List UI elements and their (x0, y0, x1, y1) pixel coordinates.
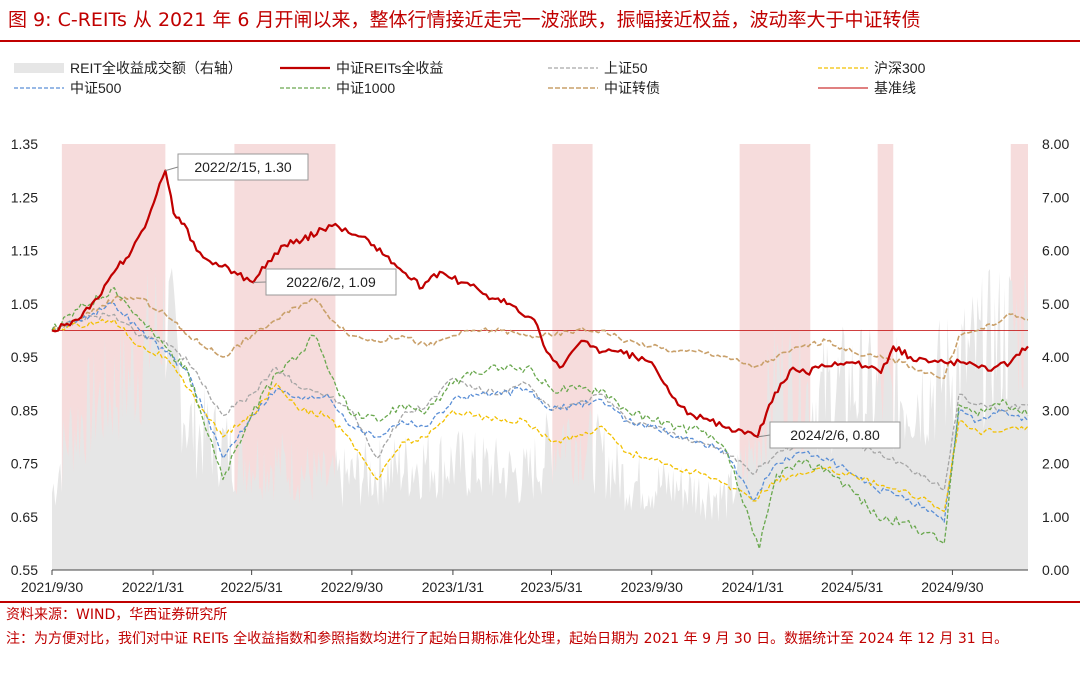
series-line (51, 287, 1029, 550)
annotation-label: 2022/6/2, 1.09 (286, 274, 376, 290)
y-tick-label: 0.85 (11, 402, 38, 418)
y-tick-label: 0.65 (11, 509, 38, 525)
source-text: 资料来源：WIND，华西证券研究所 (6, 607, 228, 623)
turnover-area (52, 267, 1028, 570)
x-tick-label: 2022/1/31 (122, 579, 184, 595)
x-tick-label: 2022/9/30 (321, 579, 383, 595)
series-lines (51, 169, 1029, 550)
y2-tick-label: 0.00 (1042, 562, 1069, 578)
annotation-label: 2024/2/6, 0.80 (790, 427, 880, 443)
series-area-turnover (52, 267, 1028, 570)
legend-label: 中证1000 (336, 80, 395, 96)
chart-svg: 1.35 1.25 1.15 1.05 0.95 0.85 0.75 0.65 0.55 8.00… (11, 60, 1070, 595)
series-line (51, 302, 1029, 523)
x-tick-label: 2023/5/31 (520, 579, 582, 595)
legend-label: 中证500 (70, 80, 122, 96)
series-line (51, 295, 1029, 380)
x-tick-label: 2023/1/31 (422, 579, 484, 595)
annotation-box (769, 421, 901, 449)
x-tick-label: 2022/5/31 (220, 579, 282, 595)
y2-tick-label: 6.00 (1042, 243, 1069, 259)
annotation-box (265, 268, 397, 296)
y2-tick-label: 2.00 (1042, 456, 1069, 472)
footer-rule (0, 601, 1080, 603)
y-tick-label: 1.05 (11, 296, 38, 312)
y-tick-label: 0.95 (11, 349, 38, 365)
y2-tick-label: 5.00 (1042, 296, 1069, 312)
annotation-label: 2022/2/15, 1.30 (194, 159, 292, 175)
note-text: 注：为方便对比，我们对中证 REITs 全收益指数和参照指数均进行了起始日期标准… (6, 631, 1009, 647)
y-tick-label: 1.35 (11, 136, 38, 152)
y-tick-label: 0.55 (11, 562, 38, 578)
title-rule (0, 40, 1080, 42)
annotation-leader (757, 434, 771, 438)
y2-tick-label: 4.00 (1042, 349, 1069, 365)
legend-label: REIT全收益成交额（右轴） (70, 60, 242, 76)
y2-tick-label: 1.00 (1042, 509, 1069, 525)
y2-tick-label: 7.00 (1042, 189, 1069, 205)
legend: REIT全收益成交额（右轴） 中证REITs全收益 上证50 沪深300 中证500 中证… (14, 60, 926, 96)
y2-tick-label: 8.00 (1042, 136, 1069, 152)
annotation-box (177, 153, 309, 181)
legend-swatch (14, 63, 64, 73)
chart-title: 图 9: C-REITs 从 2021 年 6 月开闸以来，整体行情接近走完一波… (8, 9, 921, 31)
legend-label: 中证转债 (604, 80, 660, 96)
annotations: 2022/2/15, 1.30 2022/6/2, 1.09 2024/2/6, 0… (165, 153, 901, 449)
y2-tick-label: 3.00 (1042, 402, 1069, 418)
legend-label: 沪深300 (874, 60, 926, 76)
legend-label: 中证REITs全收益 (336, 60, 443, 76)
series-line (51, 318, 1029, 513)
legend-label: 上证50 (604, 60, 648, 76)
y-tick-label: 0.75 (11, 456, 38, 472)
x-tick-label: 2023/9/30 (621, 579, 683, 595)
axes: 1.35 1.25 1.15 1.05 0.95 0.85 0.75 0.65 0.55 8.00… (11, 136, 1070, 595)
x-tick-label: 2024/9/30 (921, 579, 983, 595)
x-tick-label: 2024/5/31 (821, 579, 883, 595)
annotation-leader (165, 166, 179, 172)
y-tick-label: 1.15 (11, 243, 38, 259)
legend-label: 基准线 (874, 80, 916, 96)
x-tick-label: 2024/1/31 (722, 579, 784, 595)
x-tick-label: 2021/9/30 (21, 579, 83, 595)
series-line (51, 169, 1029, 438)
y-tick-label: 1.25 (11, 189, 38, 205)
